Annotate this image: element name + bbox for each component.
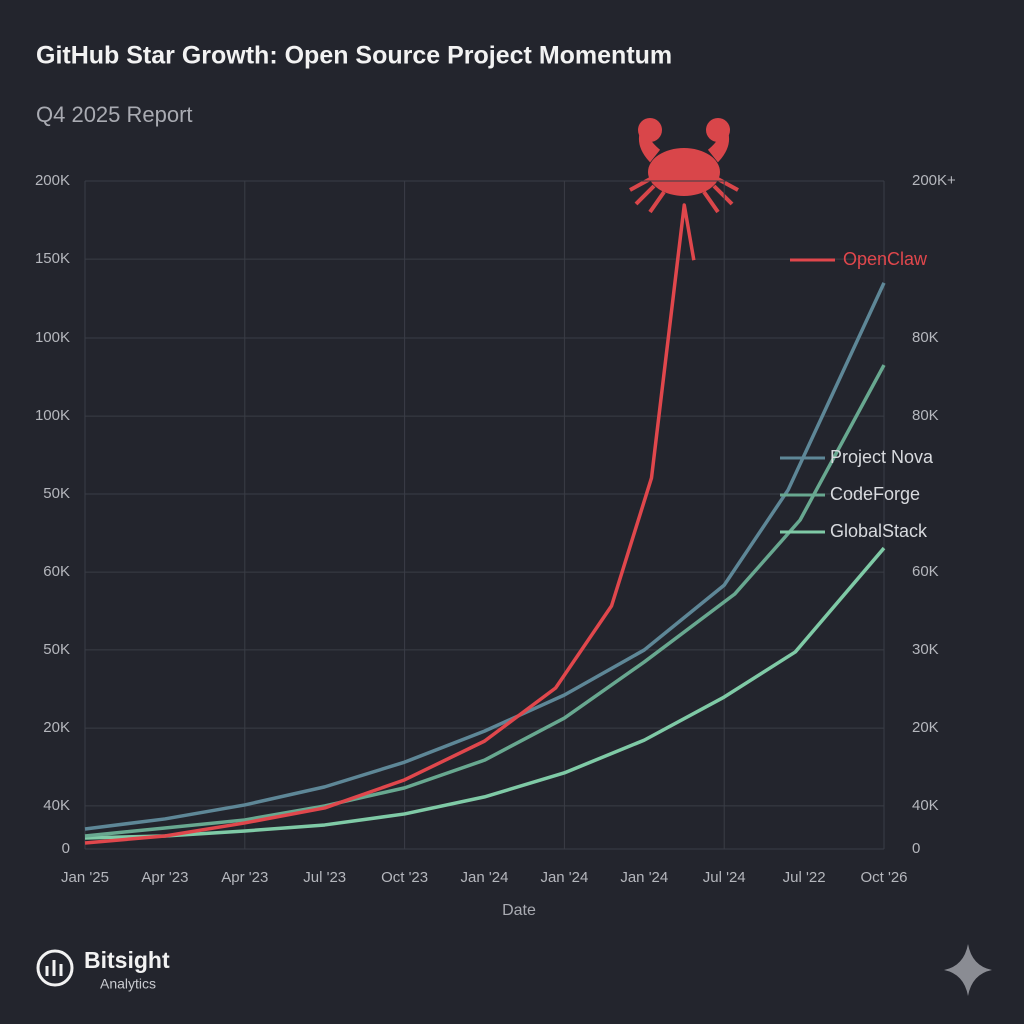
- brand-logo: [36, 949, 74, 987]
- legend-label: CodeForge: [830, 484, 920, 504]
- y-tick-label: 0: [62, 840, 70, 857]
- legend-label: GlobalStack: [830, 521, 928, 541]
- y-tick-label: 20K: [43, 719, 70, 736]
- y2-tick-label: 30K: [912, 641, 939, 658]
- y-tick-label: 60K: [43, 563, 70, 580]
- y2-tick-label: 0: [912, 840, 920, 857]
- brand-tagline: Analytics: [100, 976, 156, 992]
- series-line: [84, 282, 886, 831]
- y2-tick-label: 80K: [912, 329, 939, 346]
- y2-tick-label: 200K+: [912, 172, 956, 189]
- brand-name: Bitsight: [84, 947, 170, 973]
- chart-title: GitHub Star Growth: Open Source Project …: [36, 42, 672, 70]
- series-line: [84, 364, 886, 838]
- legend-label: OpenClaw: [843, 249, 928, 269]
- chart-subtitle: Q4 2025 Report: [36, 102, 193, 127]
- y2-tick-label: 60K: [912, 563, 939, 580]
- y-tick-label: 100K: [35, 329, 70, 346]
- crab-icon: [629, 118, 739, 214]
- y-tick-label: 50K: [43, 485, 70, 502]
- x-tick-label: Apr '23: [141, 869, 188, 886]
- x-tick-label: Oct '23: [381, 869, 428, 886]
- sparkle-icon: [944, 944, 992, 996]
- x-tick-label: Apr '23: [221, 869, 268, 886]
- y-tick-label: 40K: [43, 797, 70, 814]
- series-line: [84, 203, 696, 845]
- y-tick-label: 50K: [43, 641, 70, 658]
- y-tick-label: 150K: [35, 250, 70, 267]
- x-tick-label: Jan '25: [61, 869, 109, 886]
- series-line: [84, 546, 886, 840]
- y-tick-label: 200K: [35, 172, 70, 189]
- y-tick-label: 100K: [35, 407, 70, 424]
- y2-tick-label: 80K: [912, 407, 939, 424]
- y2-tick-label: 40K: [912, 797, 939, 814]
- x-tick-label: Jul '24: [703, 869, 746, 886]
- x-tick-label: Jul '23: [303, 869, 346, 886]
- x-tick-label: Oct '26: [860, 869, 907, 886]
- x-axis-label: Date: [502, 902, 536, 919]
- x-tick-label: Jan '24: [540, 869, 588, 886]
- x-tick-label: Jan '24: [620, 869, 668, 886]
- y2-tick-label: 20K: [912, 719, 939, 736]
- legend-label: Project Nova: [830, 447, 934, 467]
- x-tick-label: Jul '22: [783, 869, 826, 886]
- x-tick-label: Jan '24: [461, 869, 509, 886]
